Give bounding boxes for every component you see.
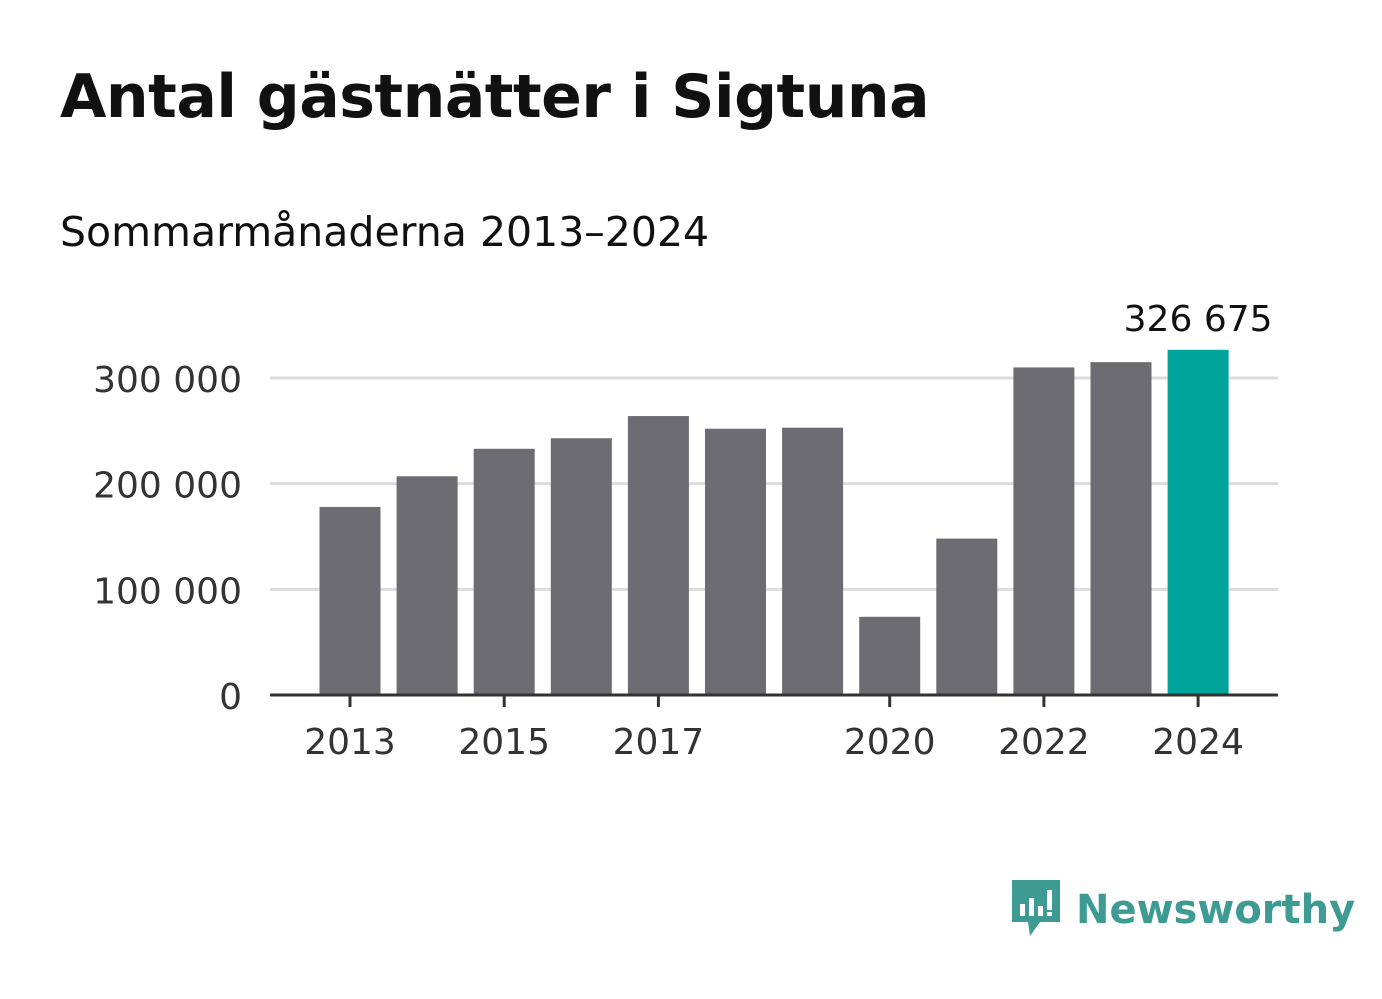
x-tick-label: 2015 (458, 722, 550, 763)
chart-subtitle: Sommarmånaderna 2013–2024 (60, 208, 710, 256)
bar-2018 (705, 428, 766, 695)
y-tick-label: 0 (219, 677, 242, 718)
chart-title: Antal gästnätter i Sigtuna (60, 62, 930, 132)
x-axis (270, 693, 1278, 707)
x-tick-label: 2022 (998, 722, 1090, 763)
y-axis-tick-labels: 0 100 000 200 000 300 000 (93, 360, 242, 718)
bar-2016 (550, 438, 612, 695)
data-labels: 326 675 (1124, 299, 1273, 340)
x-tick-label: 2024 (1152, 722, 1244, 763)
bar-2024 (1167, 349, 1229, 695)
bar-chart-speech-bubble-icon (1010, 878, 1062, 942)
bar-2019 (782, 427, 844, 695)
bar-2017 (627, 416, 689, 695)
bar-2015 (473, 448, 535, 695)
bar-2013 (319, 506, 381, 695)
x-tick-label: 2017 (613, 722, 705, 763)
bar-2014 (396, 476, 458, 695)
y-tick-label: 100 000 (93, 571, 242, 612)
data-label: 326 675 (1124, 299, 1273, 340)
bar-2023 (1090, 362, 1152, 695)
x-axis-tick-labels: 2013 2015 2017 2020 2022 2024 (304, 722, 1244, 763)
bar-2020 (859, 616, 921, 695)
x-tick-label: 2013 (304, 722, 396, 763)
bar-2021 (936, 538, 998, 695)
x-tick-label: 2020 (844, 722, 936, 763)
brand-name: Newsworthy (1076, 887, 1356, 933)
bar-2022 (1013, 367, 1075, 695)
brand-logo: Newsworthy (1010, 878, 1355, 942)
y-tick-label: 200 000 (93, 466, 242, 507)
y-tick-label: 300 000 (93, 360, 242, 401)
bars (319, 349, 1229, 695)
